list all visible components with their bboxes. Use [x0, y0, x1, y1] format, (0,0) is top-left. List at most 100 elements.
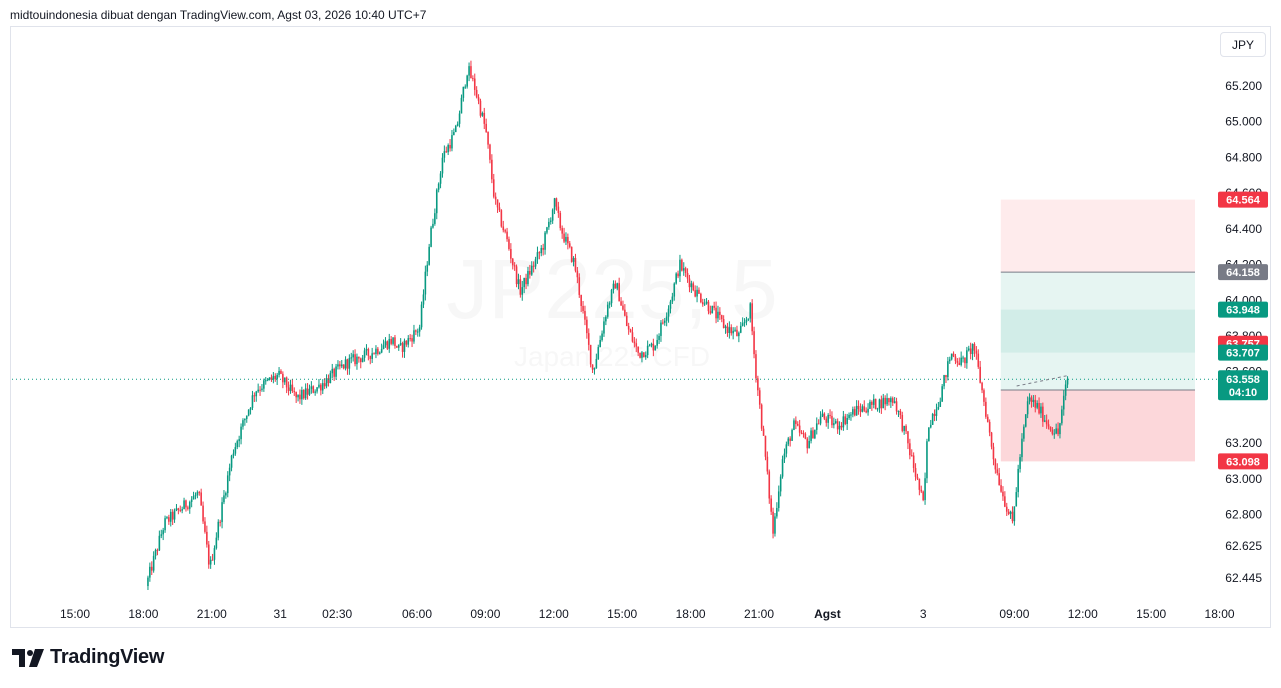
candle	[719, 307, 721, 320]
candle-body	[424, 271, 427, 295]
candle-body	[570, 246, 573, 262]
candle-body	[783, 453, 786, 460]
candle	[217, 519, 220, 541]
candle	[878, 398, 881, 413]
candle-body	[206, 531, 208, 545]
candle-body	[829, 414, 831, 416]
candle-body	[1043, 420, 1046, 422]
time-axis[interactable]: 15:00 18:00 21:00 31 02:30 06:00 09:00 12:00 15:…	[60, 607, 1235, 621]
tradingview-logo-text: TradingView	[50, 646, 165, 668]
candle-body	[886, 398, 888, 405]
candle-body	[228, 467, 231, 476]
candle-body	[838, 425, 841, 430]
candle	[880, 395, 883, 414]
candle-body	[660, 322, 662, 336]
candle-body	[821, 413, 824, 417]
price-axis[interactable]: 65.20065.00064.80064.60064.40064.20064.0…	[1225, 79, 1262, 585]
candle	[912, 452, 915, 473]
candle	[859, 403, 862, 417]
candle	[299, 389, 301, 404]
candle	[812, 427, 814, 439]
candle-body	[278, 370, 280, 375]
candle	[1019, 454, 1021, 473]
candle-body	[304, 388, 307, 399]
candle-body	[346, 359, 349, 369]
candle-body	[422, 294, 425, 305]
candle-body	[164, 518, 166, 531]
candle	[192, 491, 195, 500]
candle	[658, 333, 660, 345]
candle-body	[382, 345, 385, 349]
candle	[409, 334, 411, 342]
candle	[831, 411, 833, 428]
candle	[228, 463, 231, 482]
candle	[988, 419, 991, 437]
candle	[525, 273, 527, 290]
candle	[1059, 422, 1061, 439]
candle	[922, 490, 924, 502]
candle	[287, 381, 290, 396]
candle	[743, 318, 746, 327]
candle	[249, 407, 252, 415]
candle	[973, 342, 976, 357]
candle-body	[608, 303, 611, 305]
candle-body	[219, 521, 221, 523]
candle-body	[890, 398, 892, 403]
candle	[154, 548, 157, 560]
candle-body	[1013, 506, 1016, 522]
currency-button[interactable]: JPY	[1220, 32, 1266, 57]
candle-body	[774, 516, 776, 534]
candle	[301, 386, 303, 405]
candle-body	[701, 302, 704, 305]
candle-body	[147, 577, 149, 587]
candle-body	[168, 517, 170, 522]
candle	[637, 346, 639, 357]
candle	[1002, 486, 1004, 501]
candle	[428, 243, 430, 266]
candle	[707, 299, 710, 315]
candle	[251, 390, 254, 411]
candle	[800, 430, 803, 435]
candle	[166, 516, 168, 520]
candle	[948, 356, 951, 364]
candle	[745, 316, 748, 326]
candle	[586, 316, 588, 339]
long-position-tool[interactable]	[1000, 199, 1195, 462]
candle	[209, 556, 212, 569]
candle-body	[593, 368, 596, 370]
candle	[204, 517, 206, 534]
price-chart[interactable]: JP225, 5 Japan 225 CFD 65.200 65.000 64.80…	[0, 0, 1281, 640]
candle-body	[255, 391, 258, 397]
candle	[747, 318, 750, 322]
candle-body	[1007, 511, 1010, 514]
candle	[654, 345, 657, 351]
candle-body	[287, 387, 290, 391]
candle-body	[656, 340, 658, 346]
candle-body	[912, 455, 915, 469]
candle	[696, 285, 698, 303]
candle-body	[878, 399, 881, 409]
candle	[397, 344, 400, 351]
candle	[181, 506, 183, 514]
candle-body	[310, 386, 313, 389]
candle-body	[766, 456, 769, 472]
candle	[320, 383, 322, 396]
candle-body	[867, 408, 869, 413]
candle	[829, 409, 831, 419]
candle	[152, 551, 155, 573]
candle	[426, 261, 429, 277]
candle	[572, 256, 575, 267]
candle-body	[734, 329, 736, 331]
candle	[817, 419, 820, 425]
candle-body	[610, 289, 613, 304]
candle-body	[443, 151, 446, 158]
tradingview-branding[interactable]: TradingView	[12, 646, 164, 669]
candle-body	[831, 415, 833, 426]
candle-body	[519, 279, 522, 295]
candle	[1032, 395, 1035, 407]
candle	[597, 344, 600, 360]
candle-body	[988, 421, 991, 433]
candle	[508, 236, 510, 251]
candle-body	[899, 410, 902, 415]
